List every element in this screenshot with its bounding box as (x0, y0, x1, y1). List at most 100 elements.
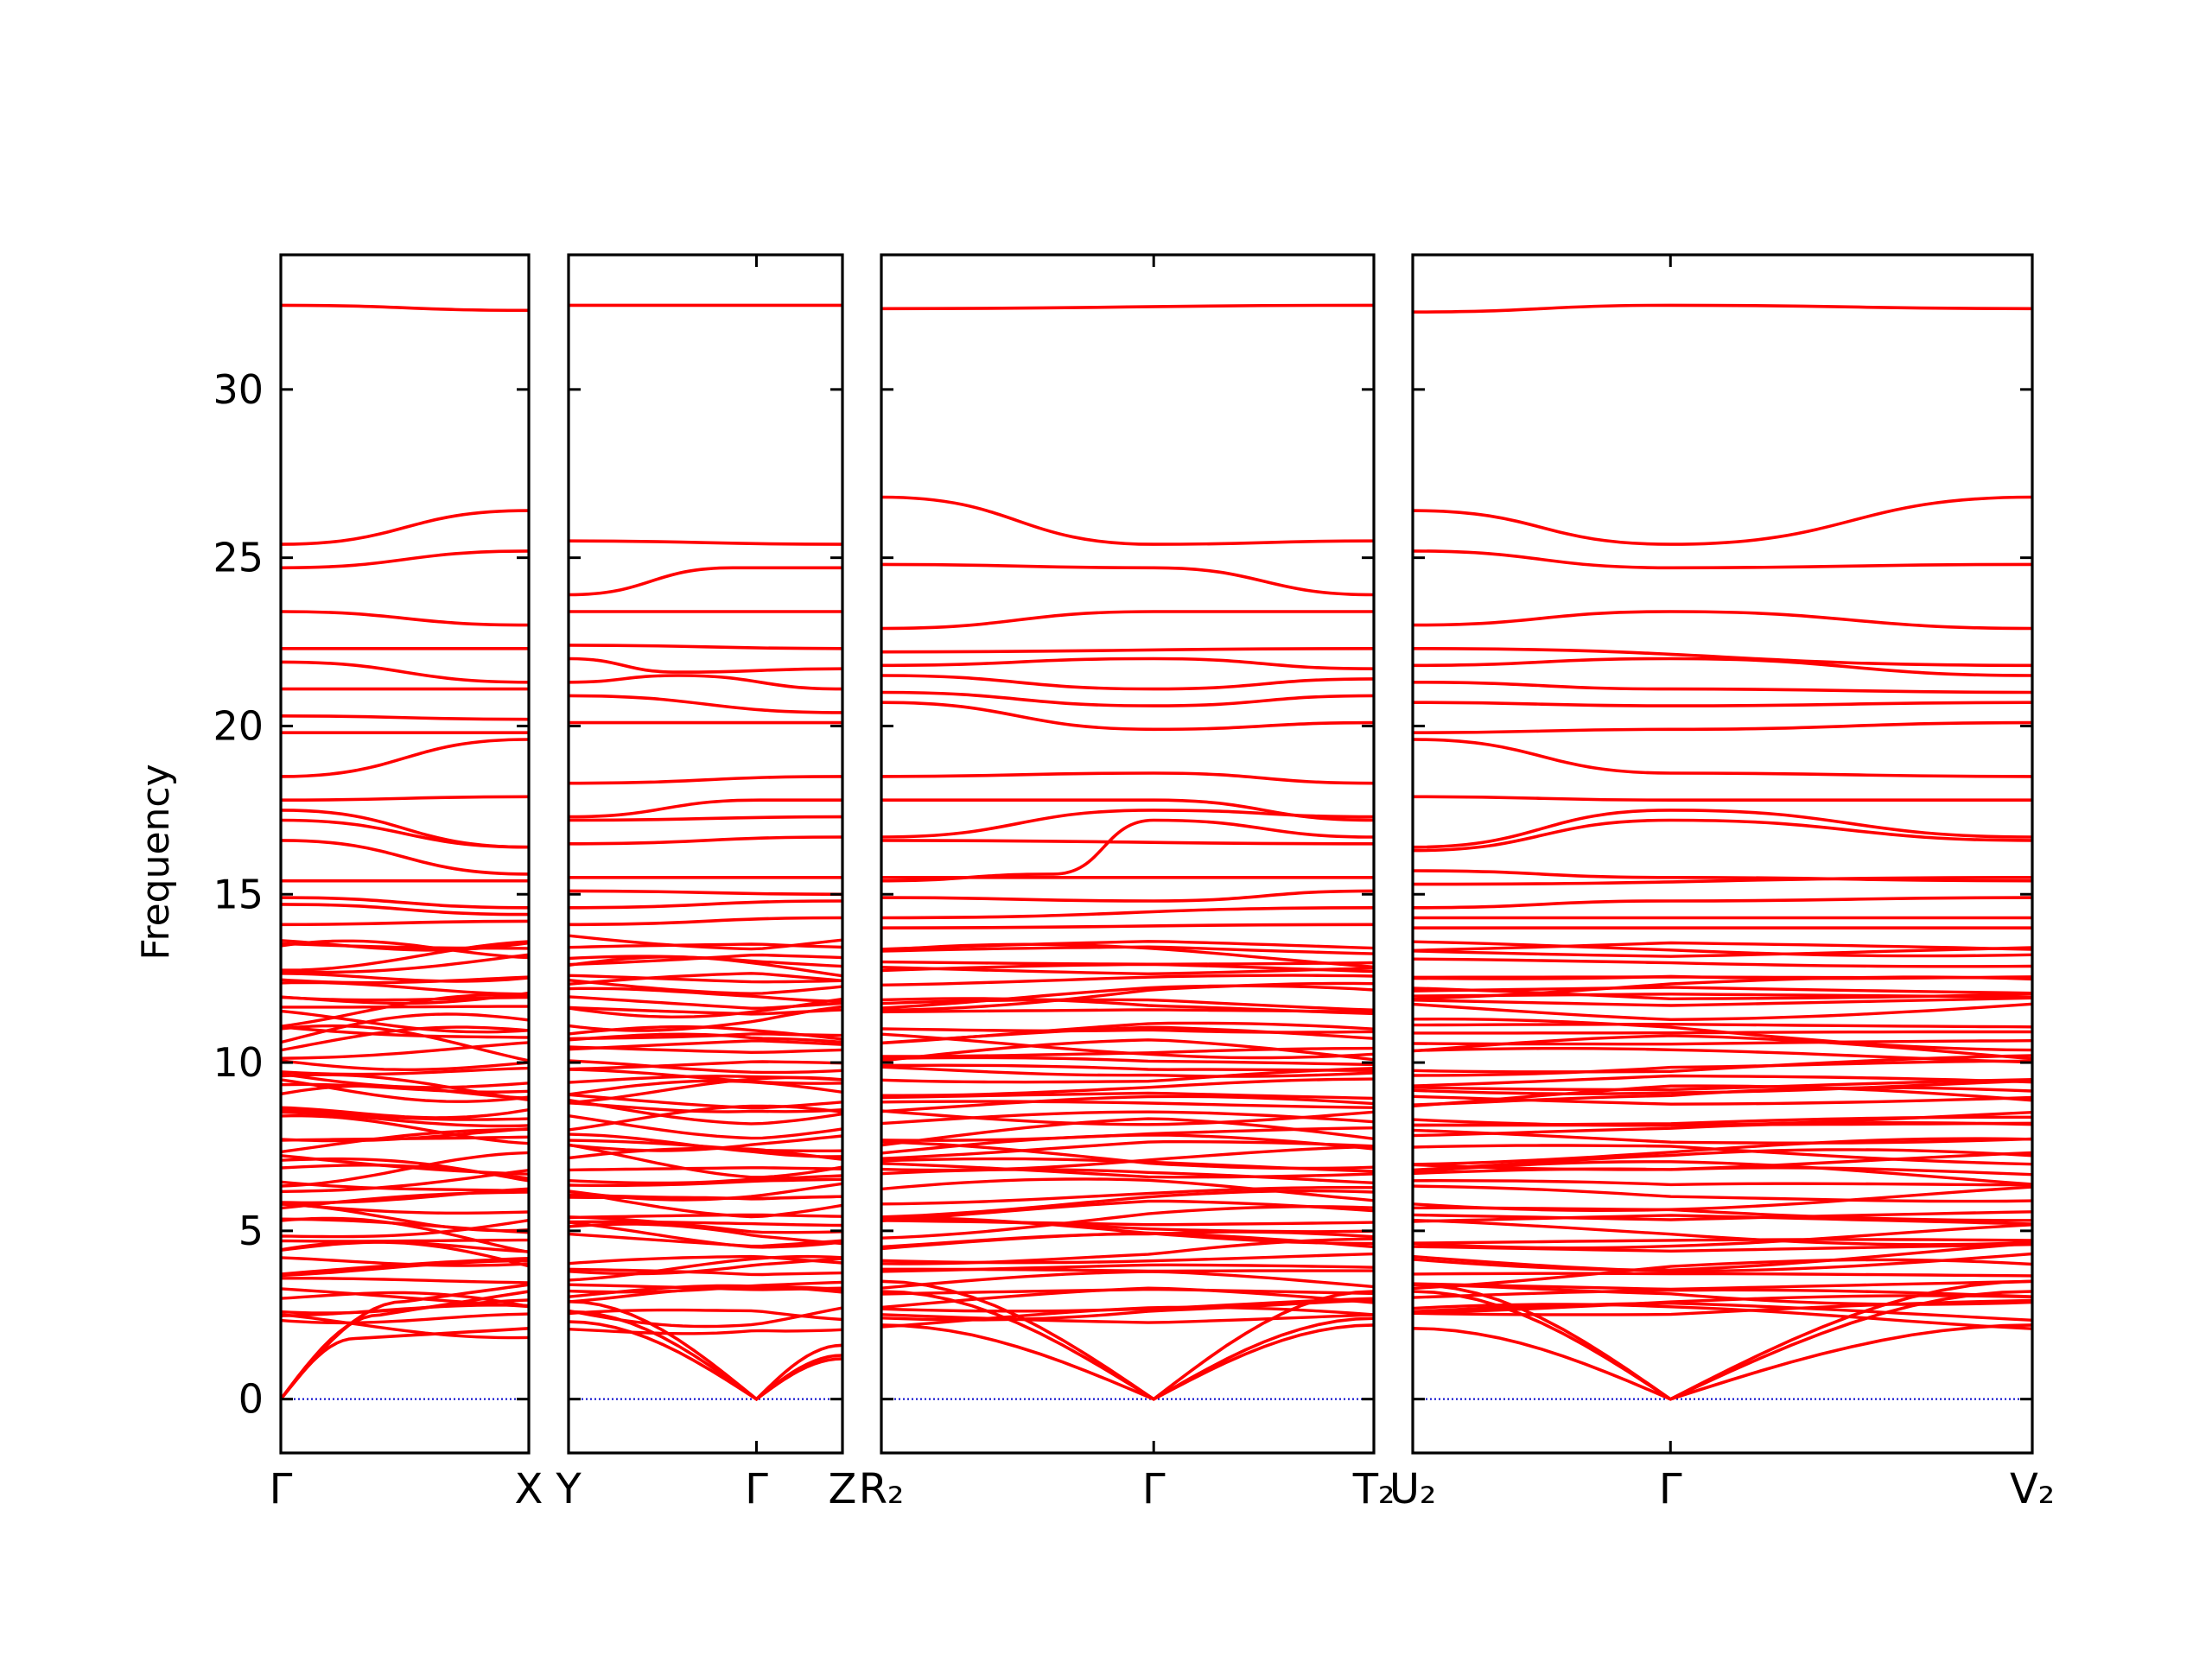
band-line (1413, 1039, 2032, 1046)
band-line (881, 1094, 1374, 1113)
k-label: Z (829, 1465, 857, 1513)
band-line (569, 1222, 842, 1246)
band-line (881, 1313, 1374, 1324)
band-line (281, 940, 529, 972)
band-line (1413, 303, 2032, 314)
band-line (281, 1025, 529, 1039)
band-line (1413, 1074, 2032, 1088)
band-line (281, 1114, 529, 1145)
band-line (1413, 1047, 2032, 1064)
band-line (1413, 957, 2032, 968)
band-line (569, 1257, 842, 1276)
band-line (569, 775, 842, 785)
k-label: Γ (1659, 1465, 1682, 1513)
band-line (1413, 1094, 2032, 1106)
bands-y-gamma-z (569, 303, 842, 1401)
bands-gamma-x (281, 303, 529, 1400)
k-label: X (515, 1465, 543, 1513)
band-line (1413, 1282, 2032, 1306)
k-label: U₂ (1389, 1465, 1436, 1513)
band-line (1413, 940, 2032, 958)
y-axis-label: Frequency (134, 764, 178, 960)
band-line (881, 1297, 1374, 1313)
band-line (281, 1202, 529, 1215)
band-line (1413, 495, 2032, 546)
band-line (881, 1189, 1374, 1219)
k-label: Γ (270, 1465, 293, 1513)
band-line (881, 960, 1374, 966)
band-line (569, 942, 842, 949)
band-line (881, 940, 1374, 951)
band-line (881, 839, 1374, 846)
band-line (281, 1218, 529, 1239)
band-line (1413, 610, 2032, 631)
band-line (1413, 701, 2032, 707)
band-line (1413, 1238, 2032, 1245)
band-line (281, 1298, 529, 1315)
band-line (881, 906, 1374, 920)
band-line (569, 1068, 842, 1085)
band-line (881, 1139, 1374, 1160)
band-line (569, 539, 842, 546)
panel-frame (279, 253, 531, 1455)
band-line (881, 1215, 1374, 1246)
band-line (1413, 1272, 2032, 1278)
k-label: Γ (745, 1465, 768, 1513)
acoustic-branch (881, 1323, 1374, 1401)
y-tick-label: 30 (213, 366, 264, 413)
y-tick-label: 20 (213, 702, 264, 749)
band-line (881, 771, 1374, 785)
panel-frame (1411, 253, 2034, 1455)
band-line (281, 839, 529, 876)
band-line (1413, 1128, 2032, 1145)
band-line (281, 1240, 529, 1268)
band-line (569, 1254, 842, 1282)
band-line (281, 714, 529, 721)
band-line (281, 1287, 529, 1309)
band-line (281, 1151, 529, 1188)
band-line (881, 647, 1374, 654)
band-line (569, 1059, 842, 1075)
band-line (1413, 1151, 2032, 1171)
band-line (1413, 809, 2032, 849)
band-line (569, 1166, 842, 1172)
band-line (281, 1180, 529, 1193)
panel-frame (880, 253, 1376, 1455)
band-line (281, 1025, 529, 1052)
band-line (881, 984, 1374, 1010)
band-line (281, 1313, 529, 1340)
y-tick-label: 5 (238, 1208, 264, 1254)
band-line (569, 1039, 842, 1051)
band-line (569, 1101, 842, 1113)
band-line (881, 889, 1374, 903)
y-tick-label: 0 (238, 1376, 264, 1423)
k-label: Y (555, 1465, 582, 1513)
band-line (1413, 1079, 2032, 1095)
acoustic-branch (281, 1283, 529, 1400)
band-line (569, 815, 842, 822)
band-line (569, 1098, 842, 1126)
band-line (881, 1032, 1374, 1060)
band-line (281, 980, 529, 996)
acoustic-branch (281, 1290, 529, 1400)
band-line (569, 953, 842, 967)
band-line (1413, 1218, 2032, 1246)
band-line (569, 1060, 842, 1071)
bands-u2-gamma-v2 (1413, 303, 2032, 1401)
panel-gamma-x: Γ X 0 5 10 15 20 25 30 (213, 253, 543, 1513)
acoustic-branch (281, 1327, 529, 1400)
band-line (569, 1254, 842, 1266)
band-line (281, 1066, 529, 1076)
band-line (1413, 1210, 2032, 1221)
k-label: T₂ (1352, 1465, 1395, 1513)
band-line (569, 997, 842, 1019)
band-line (281, 1127, 529, 1143)
band-line (281, 738, 529, 778)
band-line (569, 1005, 842, 1016)
band-line (881, 1287, 1374, 1296)
band-line (569, 1189, 842, 1219)
band-line (1413, 1252, 2032, 1273)
band-line (281, 1059, 529, 1071)
band-line (881, 1063, 1374, 1072)
band-line (569, 835, 842, 846)
